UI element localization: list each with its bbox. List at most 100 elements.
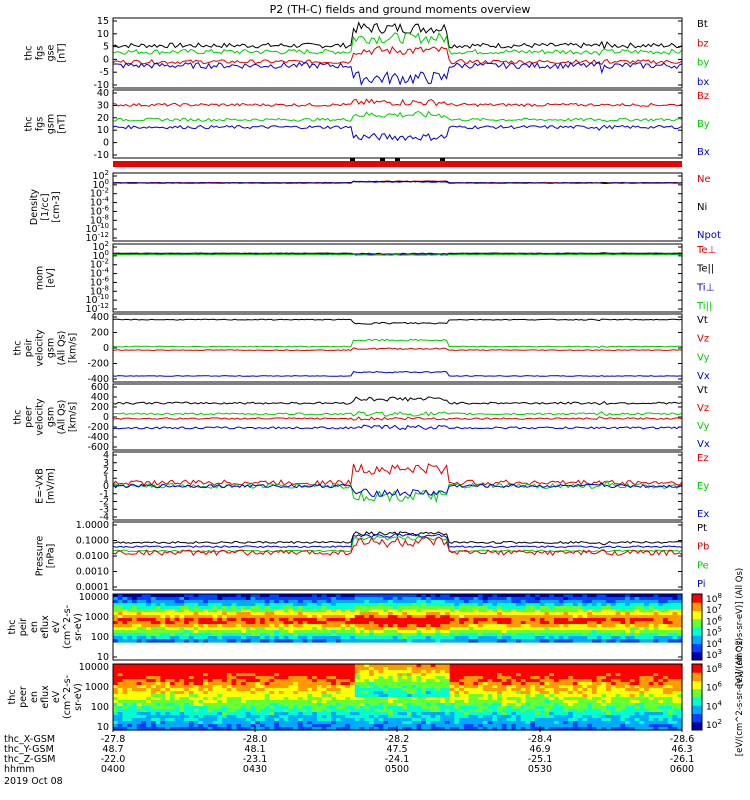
spectrogram-cell: [634, 718, 640, 722]
spectrogram-cell: [392, 685, 399, 689]
spectrogram-cell: [587, 709, 593, 713]
spectrogram-cell: [658, 670, 664, 674]
spectrogram-cell: [364, 627, 370, 631]
spectrogram-cell: [463, 724, 470, 728]
spectrogram-cell: [468, 612, 474, 616]
spectrogram-cell: [297, 682, 304, 686]
spectrogram-cell: [231, 609, 237, 613]
spectrogram-cell: [421, 624, 427, 628]
spectrogram-cell: [639, 700, 645, 704]
spectrogram-cell: [520, 618, 527, 622]
spectrogram-cell: [625, 724, 631, 728]
spectrogram-cell: [340, 630, 346, 634]
spectrogram-cell: [321, 603, 327, 607]
spectrogram-cell: [165, 700, 171, 704]
y-tick-label: 1000: [85, 682, 109, 693]
spectrogram-cell: [316, 685, 323, 689]
spectrogram-cell: [478, 706, 484, 710]
spectrogram-cell: [449, 606, 455, 610]
legend-entry: Vz: [697, 403, 709, 414]
quality-flag-bar: [113, 161, 682, 167]
spectrogram-cell: [132, 718, 138, 722]
spectrogram-cell: [572, 621, 579, 625]
spectrogram-cell: [449, 715, 455, 719]
spectrogram-cell: [307, 664, 313, 668]
spectrogram-cell: [316, 697, 323, 701]
spectrogram-cell: [497, 673, 503, 677]
spectrogram-cell: [274, 718, 280, 722]
spectrogram-cell: [539, 673, 546, 677]
spectrogram-cell: [606, 697, 612, 701]
spectrogram-cell: [411, 712, 417, 716]
spectrogram-cell: [283, 727, 289, 731]
spectrogram-cell: [321, 633, 327, 637]
spectrogram-cell: [648, 697, 655, 701]
spectrogram-cell: [463, 709, 470, 713]
spectrogram-cell: [606, 633, 612, 637]
spectrogram-cell: [146, 603, 152, 607]
spectrogram-cell: [174, 667, 180, 671]
spectrogram-cell: [307, 715, 313, 719]
spectrogram-cell: [539, 712, 546, 716]
spectrogram-cell: [198, 703, 204, 707]
spectrogram-cell: [497, 709, 503, 713]
spectrogram-cell: [312, 612, 318, 616]
spectrogram-cell: [663, 679, 669, 683]
spectrogram-cell: [416, 633, 422, 637]
spectrogram-cell: [141, 727, 147, 731]
spectrogram-cell: [520, 724, 527, 728]
spectrogram-cell: [184, 615, 190, 619]
spectrogram-cell: [459, 703, 465, 707]
spectrogram-cell: [620, 691, 626, 695]
spectrogram-cell: [511, 612, 517, 616]
spectrogram-cell: [127, 673, 133, 677]
spectrogram-cell: [212, 682, 218, 686]
spectrogram-cell: [378, 691, 384, 695]
spectrogram-cell: [302, 630, 308, 634]
spectrogram-cell: [136, 676, 142, 680]
spectrogram-cell: [558, 712, 564, 716]
spectrogram-cell: [425, 621, 432, 625]
spectrogram-cell: [658, 667, 664, 671]
spectrogram-cell: [307, 615, 313, 619]
legend-entry: bx: [697, 77, 709, 88]
spectrogram-cell: [150, 627, 157, 631]
spectrogram-cell: [473, 691, 479, 695]
spectrogram-cell: [629, 621, 636, 625]
spectrogram-cell: [378, 609, 384, 613]
spectrogram-cell: [572, 667, 579, 671]
spectrogram-cell: [203, 721, 209, 725]
spectrogram-cell: [350, 718, 356, 722]
spectrogram-cell: [506, 700, 512, 704]
spectrogram-cell: [340, 715, 346, 719]
spectrogram-cell: [274, 615, 280, 619]
spectrogram-cell: [544, 724, 550, 728]
spectrogram-cell: [369, 636, 375, 640]
spectrogram-cell: [449, 603, 455, 607]
spectrogram-cell: [629, 682, 636, 686]
spectrogram-cell: [307, 618, 313, 622]
y-label-line: gse: [46, 44, 57, 61]
spectrogram-cell: [113, 624, 119, 628]
spectrogram-cell: [283, 715, 289, 719]
spectrogram-cell: [331, 633, 337, 637]
spectrogram-cell: [582, 697, 588, 701]
spectrogram-cell: [226, 682, 233, 686]
spectrogram-cell: [174, 679, 180, 683]
spectrogram-cell: [497, 615, 503, 619]
spectrogram-cell: [463, 682, 470, 686]
spectrogram-cell: [644, 603, 650, 607]
spectrogram-cell: [274, 606, 280, 610]
y-label-line: velocity: [35, 329, 46, 367]
spectrogram-cell: [165, 627, 171, 631]
spectrogram-cell: [231, 667, 237, 671]
spectrogram-cell: [629, 697, 636, 701]
spectrogram-cell: [274, 627, 280, 631]
legend-entry: Ti⊥: [696, 282, 714, 293]
spectrogram-cell: [203, 697, 209, 701]
spectrogram-cell: [113, 606, 119, 610]
spectrogram-cell: [473, 718, 479, 722]
spectrogram-cell: [677, 621, 683, 625]
spectrogram-cell: [312, 639, 318, 643]
spectrogram-cell: [672, 594, 678, 598]
